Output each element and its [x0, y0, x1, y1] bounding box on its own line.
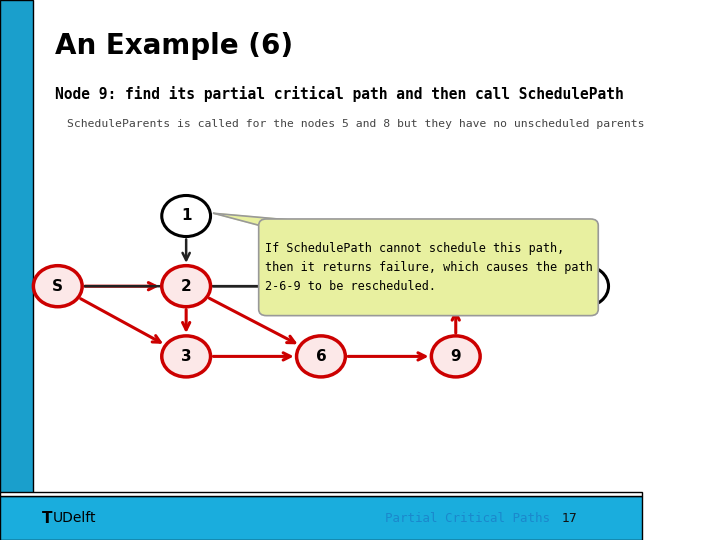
- Text: 9: 9: [451, 349, 461, 364]
- Text: 8: 8: [451, 279, 461, 294]
- Circle shape: [431, 266, 480, 307]
- Text: E: E: [579, 279, 590, 294]
- Text: 2: 2: [181, 279, 192, 294]
- Text: S: S: [53, 279, 63, 294]
- Text: 17: 17: [562, 512, 577, 525]
- Circle shape: [162, 195, 210, 237]
- Text: T: T: [42, 511, 53, 526]
- Text: ScheduleParents is called for the nodes 5 and 8 but they have no unscheduled par: ScheduleParents is called for the nodes …: [68, 119, 645, 129]
- Circle shape: [559, 266, 608, 307]
- Text: 3: 3: [181, 349, 192, 364]
- Text: If SchedulePath cannot schedule this path,
then it returns failure, which causes: If SchedulePath cannot schedule this pat…: [264, 242, 593, 293]
- FancyBboxPatch shape: [258, 219, 598, 315]
- Text: Partial Critical Paths: Partial Critical Paths: [385, 512, 550, 525]
- Text: 1: 1: [181, 208, 192, 224]
- Text: UDelft: UDelft: [53, 511, 96, 525]
- Text: Node 9: find its partial critical path and then call SchedulePath: Node 9: find its partial critical path a…: [55, 86, 624, 103]
- Circle shape: [297, 336, 346, 377]
- Text: 5: 5: [315, 279, 326, 294]
- Circle shape: [162, 266, 210, 307]
- Circle shape: [162, 336, 210, 377]
- Text: 6: 6: [315, 349, 326, 364]
- Circle shape: [297, 266, 346, 307]
- Circle shape: [33, 266, 82, 307]
- Polygon shape: [214, 213, 321, 228]
- FancyBboxPatch shape: [0, 492, 642, 496]
- FancyBboxPatch shape: [0, 0, 33, 540]
- Circle shape: [431, 336, 480, 377]
- FancyBboxPatch shape: [0, 496, 642, 540]
- Text: An Example (6): An Example (6): [55, 32, 293, 60]
